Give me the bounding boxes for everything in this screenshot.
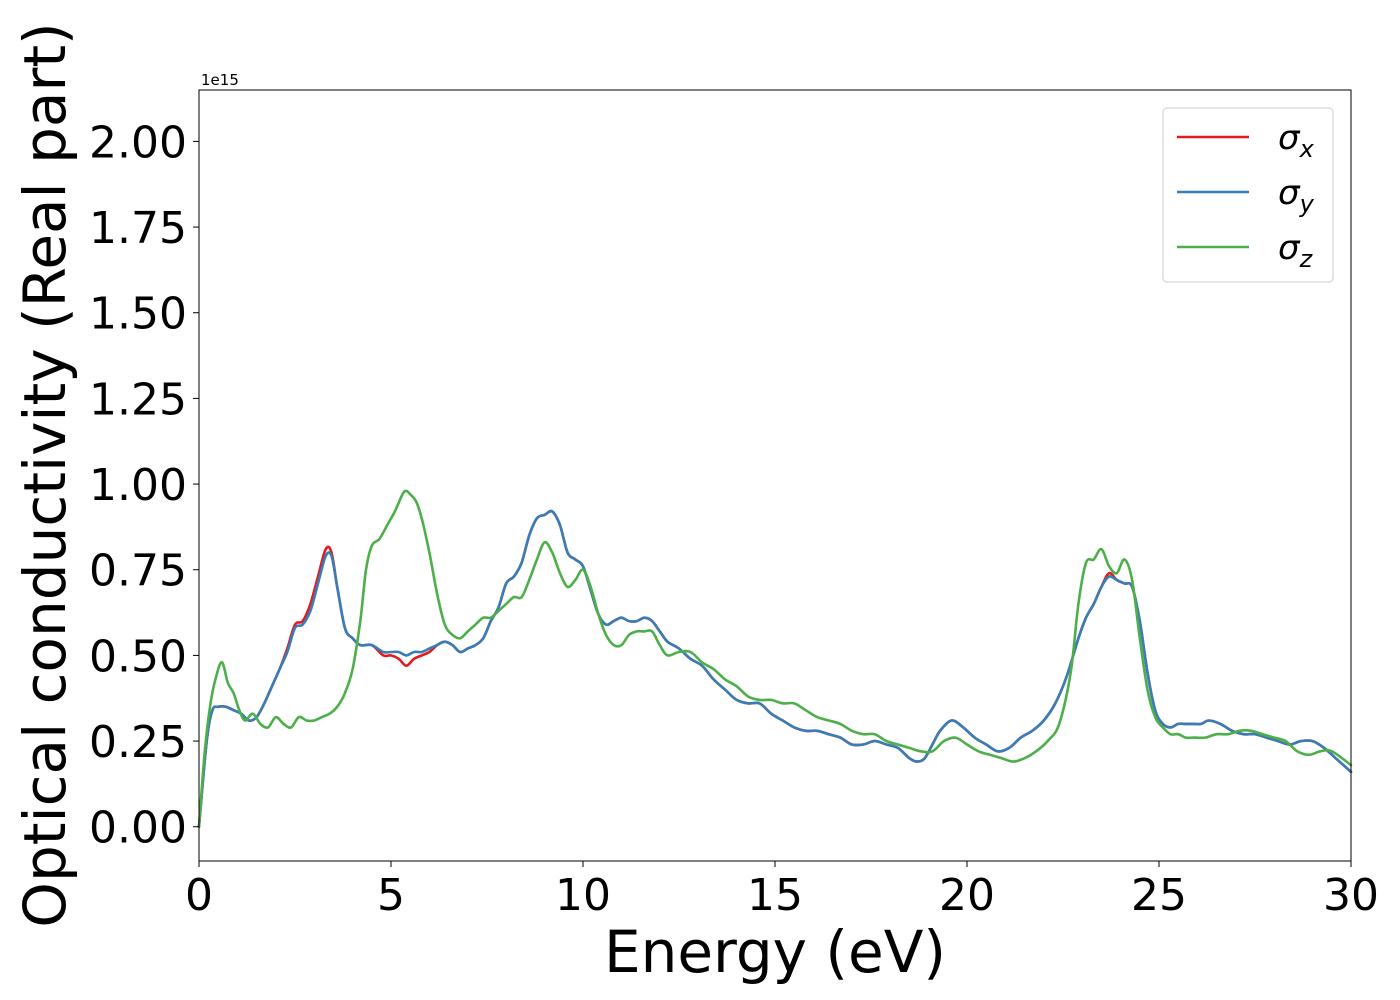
plot-area (199, 90, 1351, 861)
y-tick-label: 0.75 (89, 546, 187, 597)
x-tick-label: 20 (939, 870, 995, 921)
y-offset-text: 1e15 (201, 71, 239, 89)
legend: σx σy σz (1162, 107, 1334, 283)
series-layer (197, 489, 1353, 828)
y-tick-label: 0.00 (89, 803, 187, 854)
y-tick-label: 1.50 (89, 289, 187, 340)
y-tick-label: 1.00 (89, 460, 187, 511)
x-axis-title: Energy (eV) (604, 918, 946, 986)
y-tick-label: 1.25 (89, 374, 187, 425)
legend-frame (1162, 107, 1334, 283)
y-axis-title: Optical conductivity (Real part) (11, 22, 79, 927)
y-tick-label: 0.50 (89, 631, 187, 682)
legend-label-x: σx (1278, 118, 1315, 163)
series-line-z (197, 489, 1353, 828)
x-tick-label: 10 (555, 870, 611, 921)
y-tick-label: 2.00 (89, 117, 187, 168)
x-tick-label: 0 (185, 870, 213, 921)
legend-label-z: σz (1278, 228, 1314, 273)
x-tick-label: 5 (377, 870, 405, 921)
x-tick-label: 25 (1131, 870, 1187, 921)
y-tick-label: 1.75 (89, 203, 187, 254)
y-tick-label: 0.25 (89, 717, 187, 768)
x-axis: 0 5 10 15 20 25 30 (185, 861, 1379, 921)
y-axis: 0.00 0.25 0.50 0.75 1.00 1.25 1.50 1.75 2.00 (89, 117, 199, 854)
legend-label-y: σy (1278, 173, 1315, 218)
x-tick-label: 30 (1323, 870, 1379, 921)
series-line-y (197, 509, 1353, 828)
x-tick-label: 15 (747, 870, 803, 921)
